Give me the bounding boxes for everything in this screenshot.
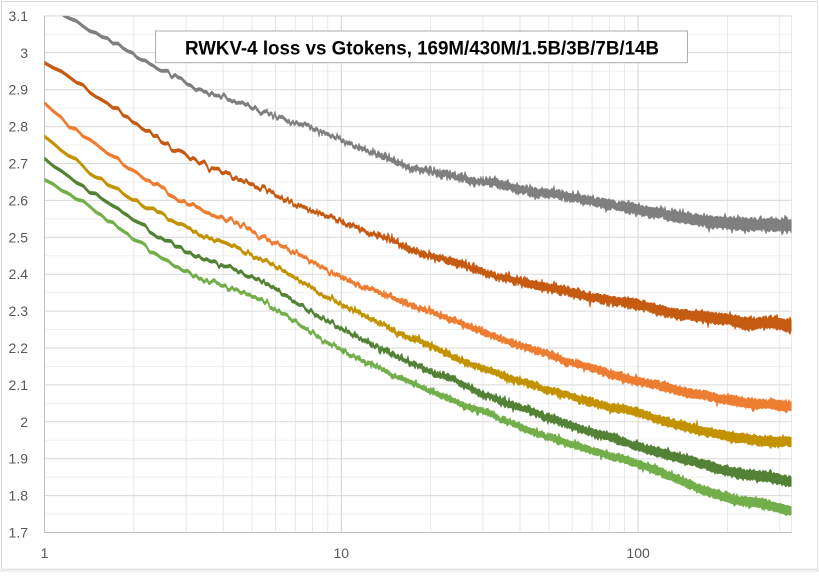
svg-text:1.9: 1.9 [9, 451, 29, 467]
svg-text:2.6: 2.6 [9, 192, 29, 208]
svg-text:2.8: 2.8 [9, 119, 29, 135]
svg-text:2.4: 2.4 [9, 266, 29, 282]
svg-text:2.5: 2.5 [9, 229, 29, 245]
svg-text:3.1: 3.1 [9, 8, 29, 24]
svg-text:2.2: 2.2 [9, 340, 29, 356]
svg-text:2.7: 2.7 [9, 156, 29, 172]
svg-text:2: 2 [20, 414, 28, 430]
svg-text:2.1: 2.1 [9, 377, 29, 393]
svg-text:10: 10 [334, 545, 350, 561]
svg-text:1.7: 1.7 [9, 525, 29, 541]
svg-text:100: 100 [626, 545, 650, 561]
svg-text:2.9: 2.9 [9, 82, 29, 98]
svg-text:2.3: 2.3 [9, 303, 29, 319]
svg-text:1.8: 1.8 [9, 488, 29, 504]
svg-text:RWKV-4 loss vs Gtokens, 169M/4: RWKV-4 loss vs Gtokens, 169M/430M/1.5B/3… [185, 38, 659, 60]
svg-text:3: 3 [20, 45, 28, 61]
svg-text:1: 1 [41, 545, 49, 561]
